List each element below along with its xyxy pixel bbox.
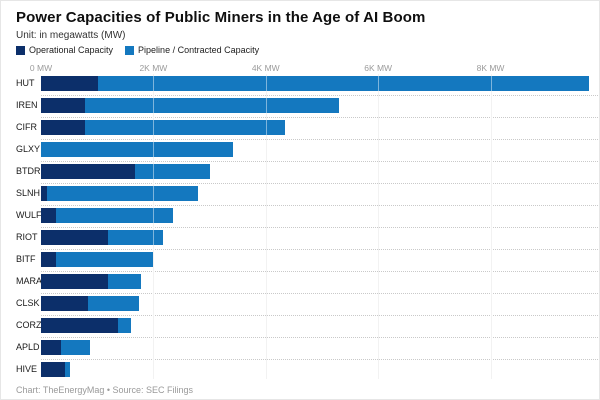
row-separator xyxy=(41,204,598,206)
chart-legend: Operational Capacity Pipeline / Contract… xyxy=(16,45,259,55)
row-separator xyxy=(41,270,598,272)
bar-segment-pipeline xyxy=(47,186,199,201)
row-separator xyxy=(41,358,598,360)
legend-item-pipeline: Pipeline / Contracted Capacity xyxy=(125,45,259,55)
bar-segment-pipeline xyxy=(55,208,174,223)
bar-row xyxy=(41,142,599,157)
bar-row xyxy=(41,186,599,201)
bar-row xyxy=(41,296,599,311)
x-tick-label: 0 MW xyxy=(29,63,53,73)
row-separator xyxy=(41,248,598,250)
legend-label-operational: Operational Capacity xyxy=(29,45,114,55)
row-separator xyxy=(41,182,598,184)
legend-label-pipeline: Pipeline / Contracted Capacity xyxy=(138,45,260,55)
bar-segment-pipeline xyxy=(55,252,154,267)
bar-label: SLNH xyxy=(16,188,41,198)
bar-segment-operational xyxy=(41,76,99,91)
bar-segment-operational xyxy=(41,274,109,289)
row-separator xyxy=(41,94,598,96)
x-tick-label: 4K MW xyxy=(251,63,280,73)
gridline-highlight xyxy=(490,74,492,379)
row-separator xyxy=(41,292,598,294)
row-separator xyxy=(41,226,598,228)
bar-row xyxy=(41,98,599,113)
bar-segment-pipeline xyxy=(85,120,286,135)
bar-segment-operational xyxy=(41,340,62,355)
legend-swatch-pipeline xyxy=(125,45,135,55)
x-tick-label: 6K MW xyxy=(364,63,393,73)
bar-segment-operational xyxy=(41,318,118,333)
bar-segment-operational xyxy=(41,186,48,201)
bar-label: RIOT xyxy=(16,232,38,242)
bar-label: CIFR xyxy=(16,122,37,132)
bar-segment-pipeline xyxy=(134,164,210,179)
gridline-highlight xyxy=(265,74,267,379)
bar-segment-pipeline xyxy=(64,362,71,377)
row-separator xyxy=(41,336,598,338)
bar-row xyxy=(41,318,599,333)
bar-label: HUT xyxy=(16,78,35,88)
bar-segment-operational xyxy=(41,252,56,267)
gridline xyxy=(153,74,155,379)
bar-row xyxy=(41,274,599,289)
bar-segment-pipeline xyxy=(107,230,164,245)
bar-segment-operational xyxy=(41,164,135,179)
page-title: Power Capacities of Public Miners in the… xyxy=(16,9,426,26)
legend-swatch-operational xyxy=(16,45,25,55)
gridline xyxy=(490,74,492,379)
bar-row xyxy=(41,208,599,223)
bar-row xyxy=(41,340,599,355)
bar-row xyxy=(41,76,599,91)
bar-label: MARA xyxy=(16,276,43,286)
bar-row xyxy=(41,120,599,135)
row-separator xyxy=(41,138,598,140)
bar-label: CORZ xyxy=(16,320,42,330)
chart-credit: Chart: TheEnergyMag • Source: SEC Filing… xyxy=(16,385,194,395)
bar-label: BITF xyxy=(16,254,36,264)
bar-label: WULF xyxy=(16,210,42,220)
legend-item-operational: Operational Capacity xyxy=(16,45,113,55)
row-separator xyxy=(41,160,598,162)
chart-subtitle: Unit: in megawatts (MW) xyxy=(16,30,126,41)
bar-segment-pipeline xyxy=(88,296,140,311)
row-separator xyxy=(41,314,598,316)
bar-label: APLD xyxy=(16,342,40,352)
bar-row xyxy=(41,230,599,245)
bar-segment-pipeline xyxy=(41,142,233,157)
bar-segment-pipeline xyxy=(98,76,590,91)
gridline xyxy=(265,74,267,379)
bar-segment-pipeline xyxy=(108,274,141,289)
bar-row xyxy=(41,252,599,267)
x-tick-label: 8K MW xyxy=(476,63,505,73)
bar-segment-operational xyxy=(41,362,65,377)
x-tick-label: 2K MW xyxy=(139,63,168,73)
bar-label: GLXY xyxy=(16,144,41,154)
bar-segment-operational xyxy=(41,120,86,135)
bar-row xyxy=(41,362,599,377)
bar-segment-operational xyxy=(41,230,108,245)
row-separator xyxy=(41,116,598,118)
bar-label: HIVE xyxy=(16,364,38,374)
bar-row xyxy=(41,164,599,179)
bar-label: IREN xyxy=(16,100,38,110)
bar-segment-pipeline xyxy=(117,318,132,333)
gridline-highlight xyxy=(378,74,380,379)
bar-segment-operational xyxy=(41,296,89,311)
gridline-highlight xyxy=(153,74,155,379)
bar-segment-pipeline xyxy=(84,98,339,113)
bar-label: CLSK xyxy=(16,298,40,308)
gridline xyxy=(378,74,380,379)
bar-segment-operational xyxy=(41,208,56,223)
bar-segment-pipeline xyxy=(61,340,91,355)
bar-label: BTDR xyxy=(16,166,41,176)
bar-segment-operational xyxy=(41,98,85,113)
